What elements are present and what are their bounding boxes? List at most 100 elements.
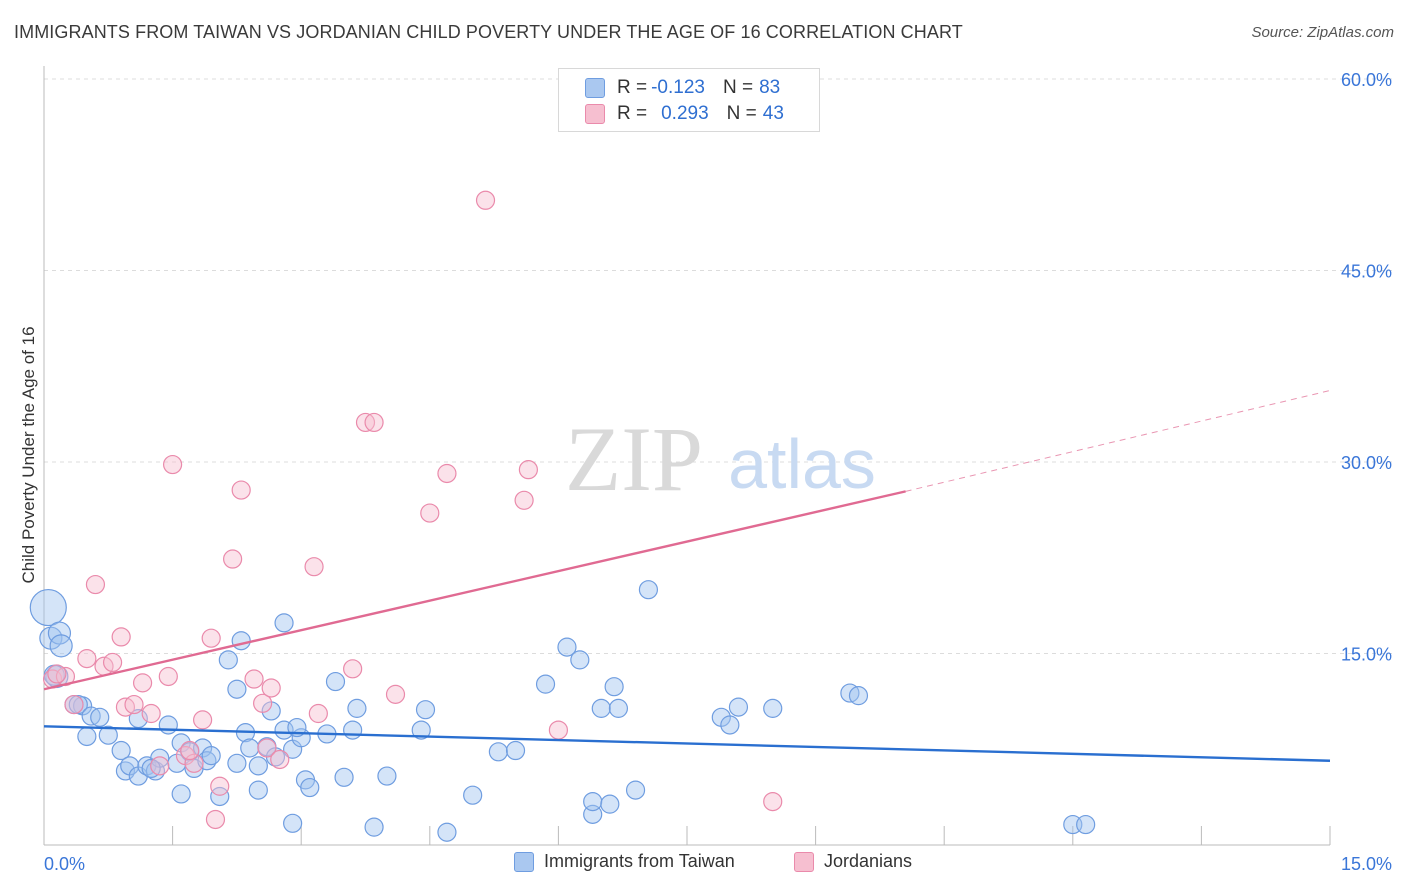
x-tick-label: 0.0% bbox=[44, 854, 85, 874]
jordanian-trend-line bbox=[43, 490, 906, 691]
jordanian-point bbox=[77, 649, 97, 669]
taiwan-point bbox=[274, 613, 294, 633]
taiwan-point bbox=[49, 634, 73, 658]
jordanian-point bbox=[210, 776, 230, 796]
watermark: ZIP atlas bbox=[565, 408, 876, 510]
legend-n-label: N = bbox=[722, 77, 754, 98]
taiwan-point bbox=[535, 674, 556, 694]
taiwan-point bbox=[1076, 814, 1096, 835]
jordanian-point bbox=[205, 809, 226, 830]
data-points bbox=[29, 190, 1096, 842]
legend-r-label: R = bbox=[617, 77, 648, 98]
jordanian-point bbox=[231, 480, 251, 500]
taiwan-point bbox=[325, 671, 346, 692]
jordanian-point bbox=[385, 684, 406, 704]
legend-row-taiwan: R = -0.123 N = 83 bbox=[585, 76, 780, 100]
taiwan-point bbox=[240, 738, 260, 758]
jordanian-point bbox=[47, 664, 67, 684]
taiwan-point bbox=[248, 756, 268, 776]
taiwan-point bbox=[411, 720, 431, 740]
watermark-atlas: atlas bbox=[728, 425, 876, 503]
taiwan-point bbox=[111, 740, 131, 761]
taiwan-point bbox=[763, 698, 783, 718]
jordanian-point bbox=[184, 753, 204, 773]
jordanian-point bbox=[514, 490, 534, 510]
taiwan-point bbox=[98, 725, 118, 745]
taiwan-point bbox=[334, 767, 354, 787]
legend-swatch-taiwan bbox=[585, 78, 605, 98]
y-tick-label: 60.0% bbox=[1341, 70, 1392, 90]
jordanian-point bbox=[163, 454, 183, 475]
taiwan-trend-line bbox=[43, 725, 1331, 762]
tick-labels: 15.0% 30.0% 45.0% 60.0% 0.0% 15.0% bbox=[44, 70, 1392, 874]
correlation-legend: R = -0.123 N = 83 R = 0.293 N = 43 bbox=[558, 68, 820, 132]
bottom-legend-taiwan: Immigrants from Taiwan bbox=[514, 851, 735, 872]
taiwan-point bbox=[29, 588, 67, 627]
taiwan-point bbox=[600, 794, 620, 814]
jordanian-point bbox=[304, 557, 324, 577]
taiwan-point bbox=[638, 580, 659, 600]
taiwan-point bbox=[227, 753, 247, 773]
jordanian-point bbox=[518, 460, 538, 480]
taiwan-point bbox=[171, 784, 191, 804]
chart-title: IMMIGRANTS FROM TAIWAN VS JORDANIAN CHIL… bbox=[14, 22, 963, 42]
jordanian-point bbox=[343, 659, 363, 679]
jordanian-point bbox=[124, 694, 144, 715]
jordanian-point bbox=[193, 710, 213, 730]
taiwan-point bbox=[343, 720, 363, 740]
taiwan-point bbox=[583, 791, 603, 812]
legend-n-value: 43 bbox=[762, 103, 784, 124]
taiwan-point bbox=[364, 817, 384, 837]
watermark-zip: ZIP bbox=[565, 408, 703, 510]
jordanian-point bbox=[141, 703, 161, 724]
taiwan-point bbox=[218, 650, 238, 670]
taiwan-point bbox=[608, 698, 629, 718]
jordanian-point bbox=[180, 740, 200, 761]
jordanian-point bbox=[437, 463, 457, 484]
taiwan-point bbox=[437, 822, 457, 842]
taiwan-point bbox=[248, 780, 268, 800]
jordanian-point bbox=[270, 749, 290, 770]
source-label: Source: ZipAtlas.com bbox=[1251, 24, 1394, 41]
legend-r-value: 0.293 bbox=[661, 103, 709, 124]
bottom-legend-label: Immigrants from Taiwan bbox=[544, 851, 735, 871]
jordanian-point bbox=[201, 628, 221, 648]
jordanian-point bbox=[158, 666, 178, 687]
legend-r-value: -0.123 bbox=[651, 77, 705, 98]
jordanian-point bbox=[261, 678, 281, 698]
taiwan-point bbox=[488, 742, 508, 762]
jordanian-point bbox=[223, 549, 243, 569]
legend-row-jordanians: R = 0.293 N = 43 bbox=[585, 102, 784, 126]
jordanian-point bbox=[150, 756, 170, 776]
jordanian-point bbox=[64, 694, 84, 715]
jordanian-trend-extension bbox=[905, 390, 1331, 492]
y-axis-label: Child Poverty Under the Age of 16 bbox=[19, 326, 38, 583]
jordanian-point bbox=[111, 627, 131, 647]
taiwan-point bbox=[570, 650, 590, 670]
jordanian-point bbox=[763, 791, 783, 812]
axes bbox=[43, 66, 1331, 846]
legend-n-value: 83 bbox=[759, 77, 781, 98]
taiwan-point bbox=[227, 679, 247, 699]
taiwan-point bbox=[77, 726, 97, 747]
bottom-legend-swatch-jordanians bbox=[794, 851, 814, 872]
bottom-legend-jordanians: Jordanians bbox=[794, 851, 912, 872]
legend-swatch-jordanians bbox=[585, 104, 605, 124]
bottom-legend-label: Jordanians bbox=[824, 851, 913, 871]
legend-r-label: R = bbox=[617, 103, 648, 124]
taiwan-point bbox=[557, 637, 577, 657]
jordanian-point bbox=[253, 693, 273, 713]
taiwan-point bbox=[300, 777, 320, 798]
jordanian-point bbox=[102, 652, 123, 673]
taiwan-point bbox=[90, 707, 110, 727]
jordanian-point bbox=[475, 190, 496, 210]
y-tick-label: 30.0% bbox=[1341, 453, 1392, 473]
jordanian-point bbox=[548, 720, 569, 740]
taiwan-point bbox=[463, 785, 483, 805]
taiwan-point bbox=[68, 694, 88, 715]
taiwan-point bbox=[210, 786, 230, 807]
bottom-legend-swatch-taiwan bbox=[514, 851, 534, 872]
jordanian-point bbox=[420, 503, 440, 523]
taiwan-point bbox=[283, 813, 303, 833]
